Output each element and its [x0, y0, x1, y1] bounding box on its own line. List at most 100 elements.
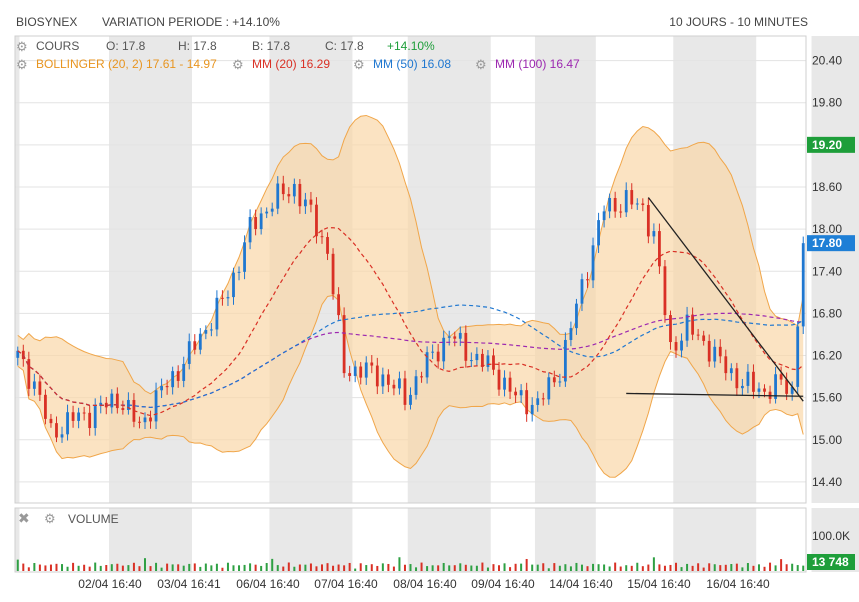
- volume-bar: [232, 565, 235, 571]
- candle-body: [729, 368, 733, 374]
- volume-bar: [708, 563, 711, 571]
- volume-bar: [182, 565, 185, 571]
- candle-body: [586, 279, 589, 281]
- volume-bar: [686, 563, 689, 571]
- volume-bar: [160, 567, 163, 571]
- volume-bar: [116, 563, 119, 571]
- volume-bar: [713, 564, 716, 571]
- volume-bar: [320, 564, 323, 571]
- volume-bar: [520, 563, 523, 571]
- candle-body: [563, 339, 567, 382]
- candle-body: [326, 237, 329, 254]
- x-tick-label: 06/04 16:40: [236, 577, 300, 591]
- candle-body: [431, 351, 435, 353]
- gear-icon[interactable]: ⚙: [44, 511, 56, 526]
- candle-body: [270, 208, 274, 212]
- volume-bar: [370, 564, 373, 571]
- close-icon[interactable]: ✖: [18, 510, 30, 526]
- volume-bar: [265, 563, 268, 571]
- candle-body: [497, 369, 501, 390]
- candle-body: [209, 329, 213, 331]
- candle-body: [259, 213, 263, 230]
- volume-bar: [437, 565, 440, 571]
- candle-body: [420, 376, 423, 378]
- candle-body: [469, 360, 473, 362]
- volume-bar: [143, 558, 146, 571]
- volume-bar: [486, 567, 489, 571]
- volume-bar: [282, 566, 285, 571]
- volume-bar: [44, 565, 47, 571]
- candle-body: [514, 391, 517, 396]
- day-shade: [811, 36, 859, 503]
- volume-bar: [249, 563, 252, 571]
- volume-bar: [619, 566, 622, 571]
- candle-body: [348, 373, 352, 376]
- candle-body: [337, 294, 340, 316]
- candle-body: [525, 390, 529, 415]
- candle-body: [796, 326, 800, 387]
- x-tick-label: 08/04 16:40: [393, 577, 457, 591]
- candle-body: [226, 297, 230, 299]
- candle-body: [425, 352, 429, 378]
- volume-bar: [475, 565, 478, 571]
- candle-body: [398, 378, 401, 389]
- candle-body: [492, 355, 495, 370]
- candle-body: [254, 217, 258, 230]
- gear-icon[interactable]: ⚙: [353, 57, 365, 72]
- volume-bar: [149, 566, 152, 571]
- y-tick-label: 15.60: [812, 391, 842, 405]
- volume-bar: [22, 563, 25, 571]
- volume-bar: [221, 567, 224, 571]
- mm50-line: [17, 304, 804, 409]
- volume-bar: [309, 563, 312, 571]
- price-badge-label: 19.20: [812, 138, 842, 152]
- candle-body: [752, 371, 755, 392]
- candle-body: [392, 384, 396, 389]
- y-tick-label: 20.40: [812, 54, 842, 68]
- volume-bar: [481, 562, 484, 571]
- volume-bar: [287, 562, 290, 571]
- gear-icon[interactable]: ⚙: [232, 57, 244, 72]
- candle-body: [182, 363, 186, 381]
- day-shade: [109, 508, 193, 572]
- volume-bar: [785, 564, 788, 571]
- x-tick-label: 15/04 16:40: [627, 577, 691, 591]
- volume-bar: [702, 567, 705, 571]
- candle-body: [718, 346, 722, 357]
- candle-body: [21, 350, 25, 360]
- gear-icon[interactable]: ⚙: [16, 39, 28, 54]
- volume-bar: [431, 565, 434, 571]
- candle-body: [381, 374, 385, 387]
- candle-body: [44, 394, 47, 419]
- gear-icon[interactable]: ⚙: [475, 57, 487, 72]
- period-selector[interactable]: 10 JOURS - 10 MINUTES: [669, 15, 808, 29]
- x-tick-label: 07/04 16:40: [314, 577, 378, 591]
- volume-bar: [188, 563, 191, 571]
- volume-bar: [298, 564, 301, 571]
- y-tick-label: 15.00: [812, 433, 842, 447]
- volume-bar: [697, 563, 700, 571]
- volume-bar: [238, 565, 241, 571]
- volume-bar: [691, 565, 694, 571]
- candle-body: [215, 297, 219, 330]
- volume-badge: [807, 554, 855, 570]
- volume-bar: [492, 564, 495, 571]
- candle-body: [364, 362, 368, 378]
- volume-bar: [193, 563, 196, 571]
- volume-bar: [155, 562, 158, 571]
- volume-bar: [94, 562, 97, 571]
- candle-body: [763, 388, 766, 392]
- candle-body: [519, 390, 523, 396]
- candle-body: [304, 199, 307, 207]
- volume-bar: [38, 564, 41, 571]
- volume-bar: [199, 566, 202, 571]
- gear-icon[interactable]: ⚙: [16, 57, 28, 72]
- volume-bar: [791, 563, 794, 571]
- volume-bar: [138, 566, 141, 571]
- candle-body: [641, 203, 645, 206]
- volume-bar: [409, 564, 412, 571]
- candle-body: [375, 365, 379, 387]
- volume-bar: [459, 563, 462, 571]
- candle-body: [575, 303, 578, 329]
